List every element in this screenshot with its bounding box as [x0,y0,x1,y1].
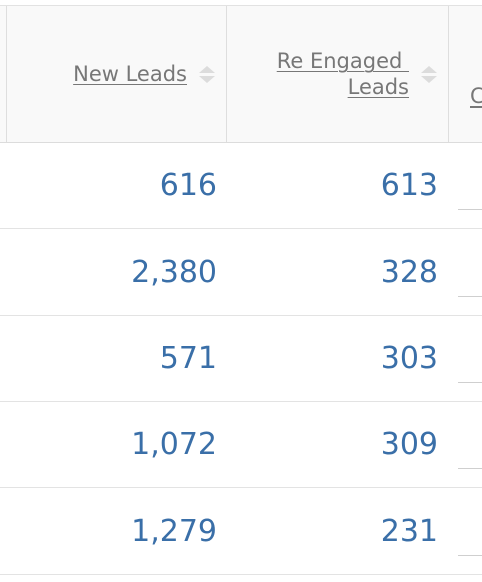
sort-ascending-icon [199,65,215,73]
new-leads-cell: 571 [159,341,217,376]
table-row: 1,072 309 [0,402,482,488]
partial-cell-input[interactable] [458,296,482,297]
sort-ascending-icon [421,65,437,73]
re-engaged-leads-cell: 613 [380,168,438,203]
column-divider [6,6,7,142]
partial-cell-input[interactable] [458,382,482,383]
column-header-label-line2: Leads [347,75,409,99]
sort-descending-icon [199,75,215,83]
column-header-label-line1: Re Engaged [276,49,409,73]
column-header-re-engaged-leads[interactable]: Re Engaged Leads [227,6,448,142]
re-engaged-leads-cell: 231 [380,513,438,549]
partial-cell-input[interactable] [458,555,482,556]
new-leads-cell: 1,072 [131,427,217,462]
column-header-label[interactable]: New Leads [73,62,187,86]
table-row: 1,279 231 [0,488,482,575]
table-row: 571 303 [0,316,482,402]
table-row: 616 613 [0,143,482,229]
partial-cell-input[interactable] [458,209,482,210]
table-row: 2,380 328 [0,229,482,316]
table-header-row: New Leads Re Engaged Leads C [0,5,482,143]
sort-icon[interactable] [199,65,215,83]
re-engaged-leads-cell: 309 [380,427,438,462]
column-header-partial[interactable]: C [470,84,482,108]
column-divider [448,6,449,142]
column-header-new-leads[interactable]: New Leads [7,6,226,142]
re-engaged-leads-cell: 328 [380,254,438,290]
new-leads-cell: 1,279 [131,513,217,549]
column-divider [226,6,227,142]
sort-descending-icon [421,75,437,83]
sort-icon[interactable] [421,65,437,83]
new-leads-cell: 616 [159,168,217,203]
new-leads-cell: 2,380 [131,254,217,290]
partial-cell-input[interactable] [458,468,482,469]
re-engaged-leads-cell: 303 [380,341,438,376]
column-header-label[interactable]: Re Engaged Leads [277,48,409,100]
